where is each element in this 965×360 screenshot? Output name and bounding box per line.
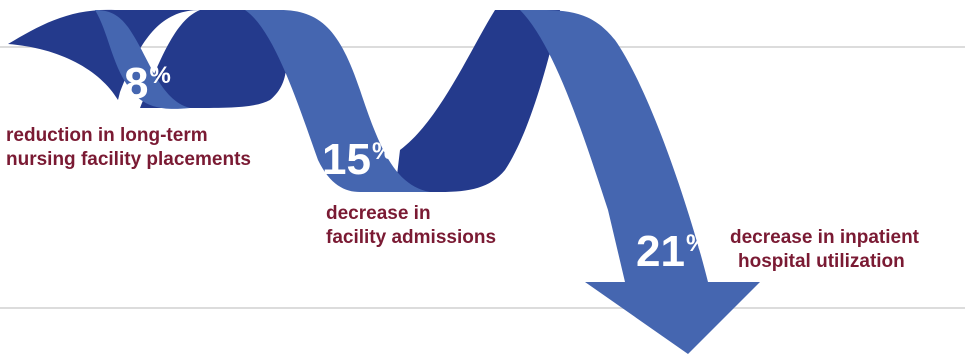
ribbon-front-segment-3 — [440, 10, 760, 354]
ribbon-back-fold-2 — [140, 10, 287, 108]
stat-1-value: 8% — [124, 59, 171, 108]
stat-3-caption: decrease in inpatient hospital utilizati… — [730, 226, 919, 274]
stat-1-caption-line: nursing facility placements — [6, 149, 251, 170]
ribbon-front-segment-2 — [183, 10, 430, 192]
ribbon-front-segment-1 — [10, 10, 190, 109]
stat-1-caption: reduction in long-term nursing facility … — [6, 124, 251, 172]
stat-3-value: 21% — [636, 227, 708, 276]
stat-3-caption-line: decrease in inpatient — [730, 227, 920, 248]
stat-3-caption-line: hospital utilization — [738, 251, 905, 272]
stat-2-caption-line: decrease in — [326, 203, 431, 224]
ribbon-back-fold-1 — [8, 9, 200, 100]
stat-2-value: 15% — [322, 135, 394, 184]
stat-2-caption-line: facility admissions — [326, 227, 497, 248]
ribbon-back-fold-3 — [395, 10, 560, 192]
stat-1-caption-line: reduction in long-term — [6, 125, 208, 146]
stat-2-caption: decrease in facility admissions — [326, 202, 496, 250]
